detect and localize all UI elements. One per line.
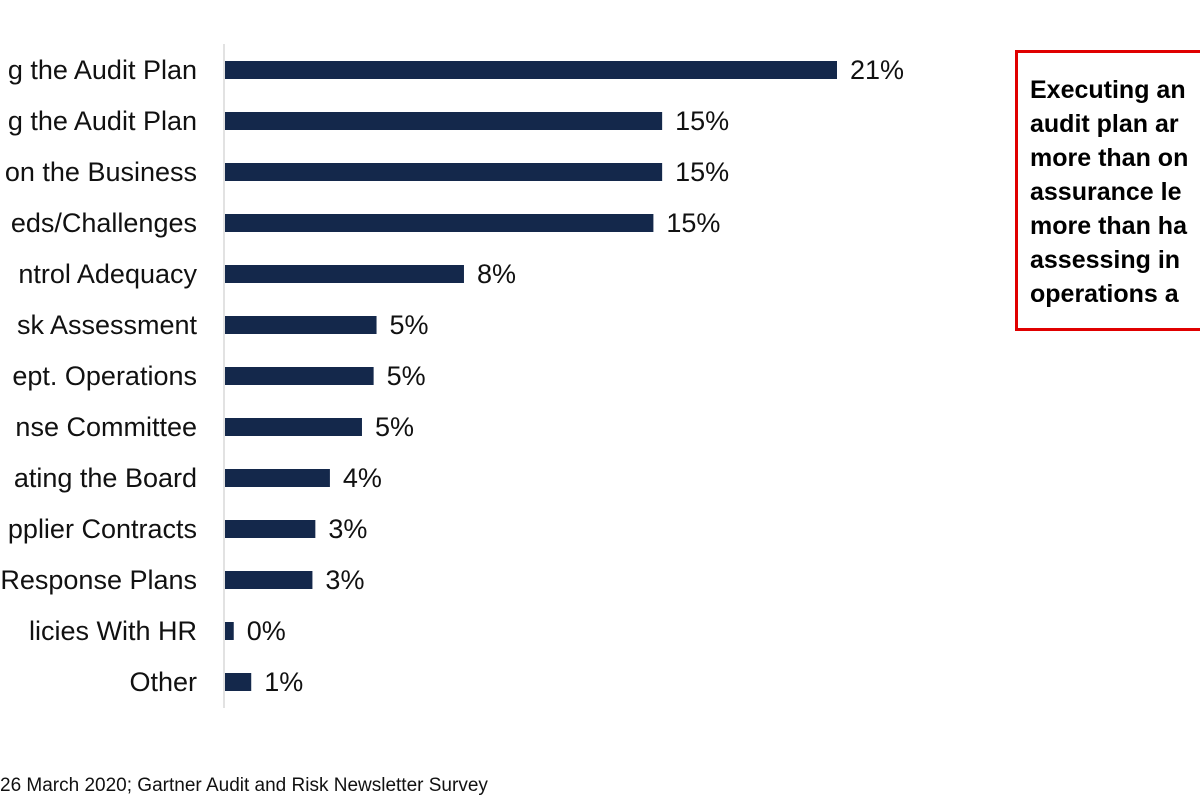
category-label: ntrol Adequacy: [18, 259, 197, 289]
category-label: Other: [129, 667, 197, 697]
category-label: ept. Operations: [12, 361, 197, 391]
bar: [225, 112, 663, 130]
category-label: sk Assessment: [17, 310, 198, 340]
bar: [225, 163, 663, 181]
bar: [225, 571, 313, 589]
category-label: nse Committee: [15, 412, 197, 442]
value-label: 15%: [675, 157, 729, 187]
bar: [225, 367, 374, 385]
bar: [225, 61, 837, 79]
category-label: on the Business: [5, 157, 197, 187]
value-label: 5%: [390, 310, 429, 340]
bar-chart: g the Audit Plan 21% g the Audit Plan 15% on…: [0, 44, 904, 708]
callout-text: Executing an audit plan ar more than on …: [1030, 76, 1189, 308]
value-label: 1%: [264, 667, 303, 697]
bar: [225, 622, 234, 640]
bar: [225, 265, 464, 283]
category-label: g the Audit Plan: [8, 55, 197, 85]
value-label: 5%: [375, 412, 414, 442]
bar: [225, 418, 362, 436]
value-label: 8%: [477, 259, 516, 289]
source-note: 26 March 2020; Gartner Audit and Risk Ne…: [0, 775, 488, 796]
bar: [225, 520, 316, 538]
value-label: 15%: [666, 208, 720, 238]
bar: [225, 214, 654, 232]
value-label: 15%: [675, 106, 729, 136]
category-label: Response Plans: [0, 565, 197, 595]
category-label: eds/Challenges: [11, 208, 197, 238]
value-label: 3%: [325, 565, 364, 595]
bar: [225, 469, 330, 487]
value-label: 3%: [328, 514, 367, 544]
value-label: 21%: [850, 55, 904, 85]
category-label: g the Audit Plan: [8, 106, 197, 136]
value-label: 4%: [343, 463, 382, 493]
bar: [225, 316, 377, 334]
category-label: pplier Contracts: [8, 514, 197, 544]
value-label: 5%: [387, 361, 426, 391]
callout-box: Executing an audit plan ar more than on …: [1015, 50, 1200, 331]
category-label: ating the Board: [14, 463, 197, 493]
bar: [225, 673, 252, 691]
value-label: 0%: [247, 616, 286, 646]
category-label: licies With HR: [29, 616, 197, 646]
